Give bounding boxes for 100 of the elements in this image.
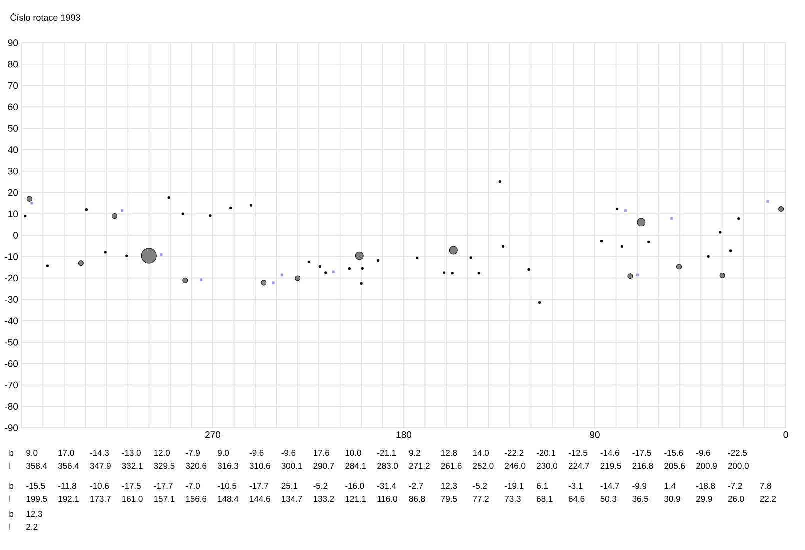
text: -7.0 — [186, 483, 200, 490]
y-tick-label: -10 — [5, 254, 18, 260]
y-tick-label: -30 — [5, 296, 18, 304]
y-tick-label: -80 — [5, 403, 18, 410]
point — [30, 202, 34, 205]
y-tick-label: 50 — [8, 125, 18, 132]
text: 332.1 — [122, 463, 143, 470]
y-tick-label: -70 — [5, 382, 18, 389]
point — [670, 217, 674, 220]
text: 347.9 — [90, 463, 111, 470]
text: 9.0 — [218, 450, 230, 456]
text: 29.9 — [696, 496, 712, 502]
x-tick-label: 90 — [590, 432, 600, 438]
y-tick-label: 40 — [8, 146, 18, 154]
text: 36.5 — [632, 496, 648, 502]
text: 77.2 — [473, 496, 489, 502]
text: -14.6 — [600, 450, 620, 456]
text: -14.7 — [600, 483, 620, 489]
text: l — [10, 496, 11, 502]
y-tick-label: 20 — [8, 189, 18, 196]
text: -3.1 — [568, 483, 583, 490]
point — [280, 274, 284, 276]
text: 116.0 — [378, 496, 398, 502]
text: 133.2 — [314, 496, 334, 502]
text: 200.0 — [728, 463, 749, 470]
text: 68.1 — [537, 496, 553, 502]
text: -17.5 — [122, 483, 141, 490]
text: 10.0 — [346, 450, 362, 456]
point — [160, 253, 163, 256]
x-axis-title: l — [10, 462, 11, 469]
point — [636, 274, 640, 276]
text: -13.0 — [122, 450, 141, 456]
text: 205.6 — [664, 463, 686, 470]
text: 25.1 — [282, 483, 298, 490]
text: 2.2 — [26, 524, 38, 530]
y-tick-label: 30 — [8, 168, 18, 175]
text: 17.0 — [58, 450, 74, 456]
text: 290.7 — [314, 463, 334, 470]
text: -17.5 — [632, 450, 652, 456]
text: -18.8 — [696, 483, 716, 490]
text: 12.8 — [442, 450, 458, 456]
text: 173.7 — [90, 496, 111, 502]
y-axis-title: b — [10, 450, 14, 456]
text: 26.0 — [728, 496, 744, 502]
text: 300.1 — [282, 463, 302, 470]
text: -22.5 — [728, 450, 748, 456]
text: -9.6 — [250, 450, 264, 456]
text: 64.6 — [568, 496, 585, 502]
y-tick-label: 10 — [8, 210, 18, 218]
text: 6.1 — [537, 483, 548, 490]
chart-title: Číslo rotace 1993 — [10, 13, 80, 21]
text: 261.6 — [441, 463, 462, 470]
text: 134.7 — [282, 496, 302, 502]
text: -22.2 — [505, 450, 524, 456]
text: 14.0 — [473, 450, 490, 456]
text: 329.5 — [154, 463, 175, 470]
text: -20.1 — [536, 450, 556, 456]
text: -10.6 — [90, 483, 110, 490]
y-tick-label: -20 — [5, 274, 18, 282]
text: -2.7 — [409, 483, 424, 489]
text: -5.2 — [314, 483, 328, 490]
text: -15.6 — [664, 450, 684, 456]
text: -7.2 — [728, 483, 742, 489]
text: 219.5 — [600, 463, 622, 470]
text: -9.6 — [282, 450, 296, 456]
text: 157.1 — [154, 496, 175, 502]
y-tick-label: 90 — [8, 40, 18, 46]
y-tick-label: 80 — [8, 61, 18, 68]
text: -17.7 — [250, 483, 268, 489]
x-tick-label: 0 — [784, 432, 788, 438]
text: 9.0 — [26, 450, 38, 456]
text: b — [10, 482, 14, 490]
y-tick-label: -60 — [5, 360, 18, 368]
text: 224.7 — [568, 463, 590, 469]
text: 192.1 — [58, 496, 79, 502]
text: -16.0 — [346, 483, 364, 490]
x-tick-label: 270 — [206, 432, 221, 438]
y-tick-label: 0 — [14, 232, 18, 239]
text: 246.0 — [505, 463, 526, 470]
text: 156.6 — [186, 496, 207, 502]
point — [766, 200, 770, 204]
text: -11.8 — [58, 483, 76, 490]
text: 50.3 — [600, 496, 617, 502]
text: 230.0 — [537, 463, 558, 470]
text: 252.0 — [473, 463, 494, 470]
text: 310.6 — [250, 463, 270, 470]
text: 79.5 — [441, 496, 458, 502]
text: 121.1 — [346, 496, 366, 502]
y-tick-label: -40 — [5, 318, 18, 324]
text: 12.3 — [26, 511, 42, 518]
text: 86.8 — [409, 496, 426, 502]
text: 7.8 — [760, 483, 772, 490]
text: 12.3 — [442, 483, 458, 490]
text: 30.9 — [664, 496, 680, 502]
y-tick-label: -90 — [5, 424, 18, 432]
y-tick-label: 60 — [8, 104, 18, 111]
text: 17.6 — [314, 450, 330, 456]
text: -9.6 — [696, 450, 710, 456]
text: -12.5 — [568, 450, 588, 456]
text: -9.9 — [632, 483, 647, 490]
